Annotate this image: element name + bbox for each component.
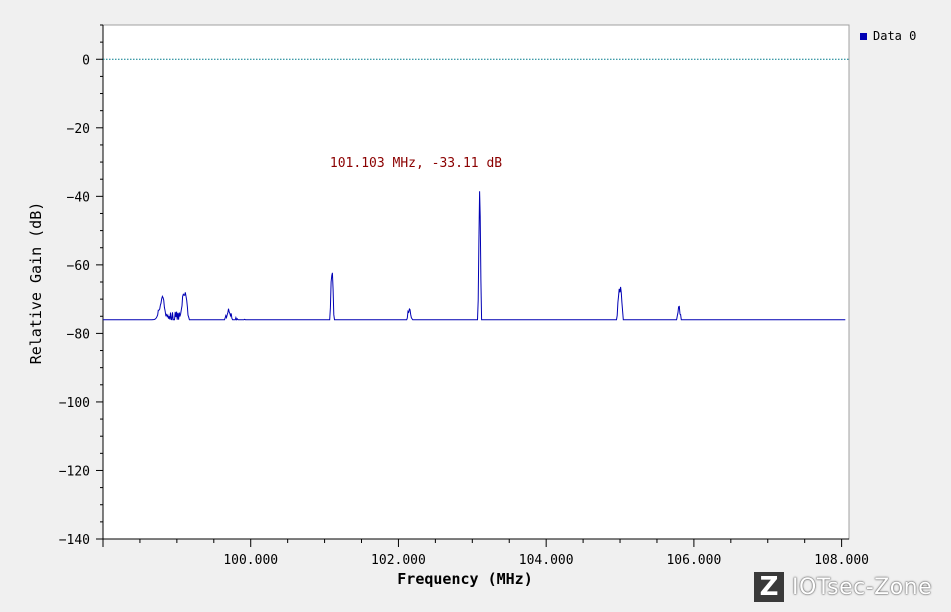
x-axis-title: Frequency (MHz) (397, 570, 532, 588)
y-tick-label: −60 (67, 259, 90, 274)
y-tick-label: −40 (67, 190, 90, 205)
plot-background (103, 25, 849, 539)
x-tick-label: 100.000 (223, 553, 278, 568)
watermark: Z IOTsec-Zone (754, 572, 932, 602)
watermark-logo: Z (754, 572, 784, 602)
y-axis-title: Relative Gain (dB) (27, 202, 45, 365)
y-tick-label: −80 (67, 327, 90, 342)
y-tick-label: 0 (82, 53, 90, 68)
y-tick-label: −20 (67, 122, 90, 137)
x-tick-label: 102.000 (371, 553, 426, 568)
y-axis-ticks: 0 −20 −40 −60 −80 −100 −120 −140 (59, 24, 103, 548)
legend-label: Data 0 (873, 29, 917, 43)
watermark-text: IOTsec-Zone (792, 574, 933, 600)
y-tick-label: −140 (59, 533, 90, 548)
x-tick-label: 106.000 (666, 553, 721, 568)
peak-annotation: 101.103 MHz, -33.11 dB (330, 156, 502, 171)
x-axis-ticks: 100.000 102.000 104.000 106.000 108.000 (102, 539, 869, 568)
legend-swatch (860, 32, 867, 40)
x-tick-label: 108.000 (814, 553, 869, 568)
y-tick-label: −100 (59, 396, 90, 411)
legend: Data 0 (860, 29, 916, 43)
y-tick-label: −120 (59, 464, 90, 479)
x-tick-label: 104.000 (519, 553, 574, 568)
series-data-0-trace (103, 191, 846, 321)
